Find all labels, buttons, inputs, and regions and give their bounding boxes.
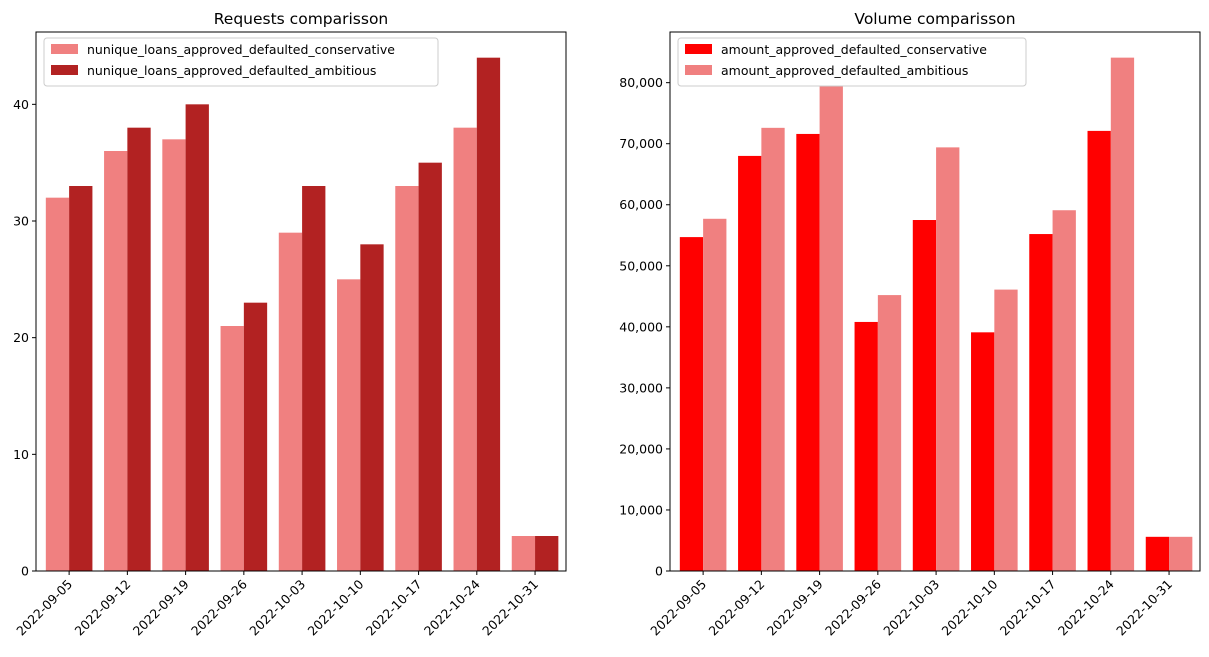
volume-legend: amount_approved_defaulted_conservativeam… <box>677 37 1027 87</box>
requests-xtick-label-2: 2022-09-19 <box>130 576 192 638</box>
volume-bar-a-3 <box>854 321 878 571</box>
volume-ytick-label-7: 70,000 <box>619 136 663 151</box>
volume-xtick-label-4: 2022-10-03 <box>880 577 942 639</box>
requests-legend-swatch-0 <box>51 44 78 54</box>
requests-ytick-label-1: 10 <box>13 447 29 462</box>
volume-xtick-label-3: 2022-09-26 <box>822 576 884 638</box>
requests-xtick-label-3: 2022-09-26 <box>188 576 250 638</box>
requests-legend-swatch-1 <box>51 65 78 75</box>
volume-legend-swatch-0 <box>685 44 712 54</box>
requests-comparison-chart: Requests comparisson 0 10 20 30 40 2022-09-05… <box>13 10 567 639</box>
requests-bar-b-6 <box>418 162 442 572</box>
requests-ytick-label-4: 40 <box>13 97 29 112</box>
volume-xtick-label-7: 2022-10-24 <box>1055 576 1117 638</box>
requests-bar-a-6 <box>395 186 419 571</box>
requests-bar-a-0 <box>45 197 70 572</box>
requests-bar-b-3 <box>243 302 268 571</box>
volume-bar-b-8 <box>1169 536 1193 571</box>
volume-ytick-label-8: 80,000 <box>619 75 663 90</box>
volume-bar-a-5 <box>971 332 995 571</box>
requests-bar-b-1 <box>127 127 151 572</box>
volume-axes-frame <box>669 31 1201 572</box>
requests-bar-b-2 <box>185 104 209 571</box>
volume-bar-b-1 <box>761 127 785 571</box>
volume-legend-label-0: amount_approved_defaulted_conservative <box>721 42 987 57</box>
requests-xtick-label-0: 2022-09-05 <box>13 577 75 639</box>
requests-bar-b-5 <box>360 244 384 571</box>
volume-xtick-label-8: 2022-10-31 <box>1113 577 1175 639</box>
requests-legend: nunique_loans_approved_defaulted_conserv… <box>43 37 439 87</box>
volume-ytick-label-5: 50,000 <box>619 258 663 273</box>
requests-legend-label-1: nunique_loans_approved_defaulted_ambitio… <box>87 63 376 78</box>
volume-ytick-label-0: 0 <box>655 564 663 579</box>
requests-bar-a-4 <box>278 232 303 572</box>
volume-bar-b-3 <box>877 295 902 571</box>
volume-xtick-label-6: 2022-10-17 <box>997 577 1059 639</box>
volume-bar-a-1 <box>738 155 762 572</box>
requests-xtick-label-4: 2022-10-03 <box>246 577 308 639</box>
requests-xtick-label-8: 2022-10-31 <box>479 577 541 639</box>
requests-ytick-label-0: 0 <box>21 564 29 579</box>
requests-xtick-label-6: 2022-10-17 <box>363 577 425 639</box>
volume-bar-b-2 <box>819 85 843 571</box>
volume-xtick-label-5: 2022-10-10 <box>938 576 1000 638</box>
volume-ytick-label-1: 10,000 <box>619 502 663 517</box>
volume-bar-a-7 <box>1087 130 1111 571</box>
volume-ytick-label-3: 30,000 <box>619 380 663 395</box>
volume-bar-a-8 <box>1145 536 1170 571</box>
volume-ytick-label-6: 60,000 <box>619 197 663 212</box>
volume-xtick-label-1: 2022-09-12 <box>706 577 768 639</box>
requests-ytick-label-3: 30 <box>13 214 29 229</box>
requests-ytick-label-2: 20 <box>13 330 29 345</box>
volume-ytick-label-2: 20,000 <box>619 441 663 456</box>
volume-bar-a-0 <box>679 237 704 571</box>
volume-legend-label-1: amount_approved_defaulted_ambitious <box>721 63 968 78</box>
volume-bar-b-6 <box>1052 210 1076 572</box>
volume-bar-b-4 <box>936 147 960 571</box>
requests-bar-a-5 <box>337 279 361 571</box>
requests-bar-b-0 <box>69 186 93 571</box>
volume-bar-a-6 <box>1029 234 1053 572</box>
requests-bar-a-8 <box>511 536 536 571</box>
requests-xtick-label-5: 2022-10-10 <box>304 576 366 638</box>
requests-bar-a-2 <box>162 139 186 571</box>
requests-xtick-label-1: 2022-09-12 <box>72 577 134 639</box>
volume-legend-box <box>677 37 1027 87</box>
requests-bar-a-7 <box>453 127 477 572</box>
volume-xtick-label-2: 2022-09-19 <box>764 576 826 638</box>
volume-bar-a-4 <box>912 220 937 571</box>
volume-bar-b-5 <box>994 289 1018 571</box>
volume-legend-swatch-1 <box>685 65 712 75</box>
requests-bar-a-3 <box>220 326 244 571</box>
requests-legend-box <box>43 37 439 87</box>
requests-bar-b-7 <box>476 57 501 572</box>
volume-xtick-label-0: 2022-09-05 <box>647 577 709 639</box>
requests-axes-frame <box>35 31 567 572</box>
volume-ytick-label-4: 40,000 <box>619 319 663 334</box>
volume-comparison-chart: Volume comparisson 0 10,000 20,000 30,000 40… <box>619 10 1201 639</box>
chart-title: Requests comparisson <box>214 10 389 28</box>
volume-bar-b-7 <box>1110 57 1135 571</box>
volume-bar-b-0 <box>703 218 727 572</box>
chart-title: Volume comparisson <box>854 10 1015 28</box>
requests-bar-a-1 <box>104 151 128 571</box>
volume-bar-a-2 <box>796 133 820 571</box>
requests-bar-b-4 <box>302 186 326 571</box>
requests-xtick-label-7: 2022-10-24 <box>421 576 483 638</box>
requests-bar-b-8 <box>535 536 559 571</box>
requests-legend-label-0: nunique_loans_approved_defaulted_conserv… <box>87 42 395 57</box>
